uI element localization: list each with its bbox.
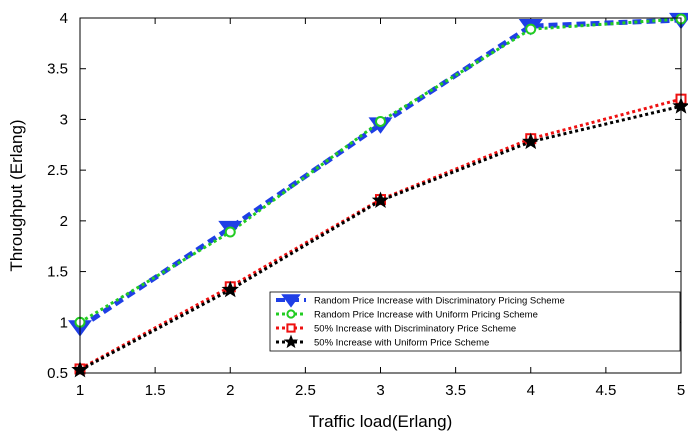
legend-marker-1 [281,294,301,308]
x-tick-label: 3.5 [445,382,466,399]
legend-label-2: Random Price Increase with Uniform Prici… [314,310,538,321]
x-axis-title: Traffic load(Erlang) [309,412,453,431]
y-tick-label: 1.5 [47,264,68,281]
x-tick-label: 2.5 [295,382,316,399]
series-4-point [371,191,390,208]
y-tick-label: 0.5 [47,365,68,382]
series-4-point [221,280,239,298]
legend-label-3: 50% Increase with Discriminatory Price S… [314,324,516,335]
legend-label-4: 50% Increase with Uniform Price Scheme [314,338,489,349]
y-tick-label: 2 [60,213,68,230]
legend: Random Price Increase with Discriminator… [269,291,681,352]
x-tick-label: 1 [76,382,84,399]
y-tick-label: 3 [60,111,68,128]
x-tick-label: 3 [376,382,384,399]
legend-marker-3 [286,323,296,333]
x-tick-label: 1.5 [145,382,166,399]
legend-marker-4 [283,334,299,349]
series-2-point [525,23,537,35]
x-tick-label: 4.5 [595,382,616,399]
legend-marker-2 [286,309,296,319]
tick-labels: 1 1.5 2 2.5 3 3.5 4 4.5 5 0.5 1 1.5 2 2.5 3 3.5 4 [47,10,685,399]
y-tick-label: 3.5 [47,61,68,78]
series-4-point [522,132,540,150]
x-tick-label: 4 [527,382,535,399]
y-tick-label: 4 [60,10,68,27]
series-2-point [375,115,386,127]
y-axis-title: Throughput (Erlang) [7,119,26,271]
y-tick-label: 2.5 [47,162,68,179]
series-2-point [224,226,236,238]
legend-label-1: Random Price Increase with Discriminator… [314,296,565,307]
series-line-1 [78,17,682,330]
y-tick-label: 1 [60,314,68,331]
plot-frame [79,17,682,374]
series-line-2 [79,17,682,324]
legend-box [269,291,681,352]
x-tick-label: 5 [677,382,685,399]
x-tick-label: 2 [226,382,234,399]
